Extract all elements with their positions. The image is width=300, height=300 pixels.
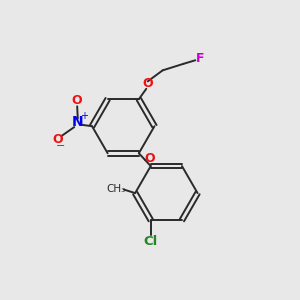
Text: O: O — [72, 94, 83, 107]
Text: CH₃: CH₃ — [106, 184, 125, 194]
Text: O: O — [142, 77, 153, 90]
Text: +: + — [80, 111, 88, 122]
Text: F: F — [196, 52, 204, 65]
Text: −: − — [56, 140, 65, 151]
Text: N: N — [72, 116, 84, 129]
Text: O: O — [52, 133, 63, 146]
Text: O: O — [145, 152, 155, 165]
Text: Cl: Cl — [144, 235, 158, 248]
